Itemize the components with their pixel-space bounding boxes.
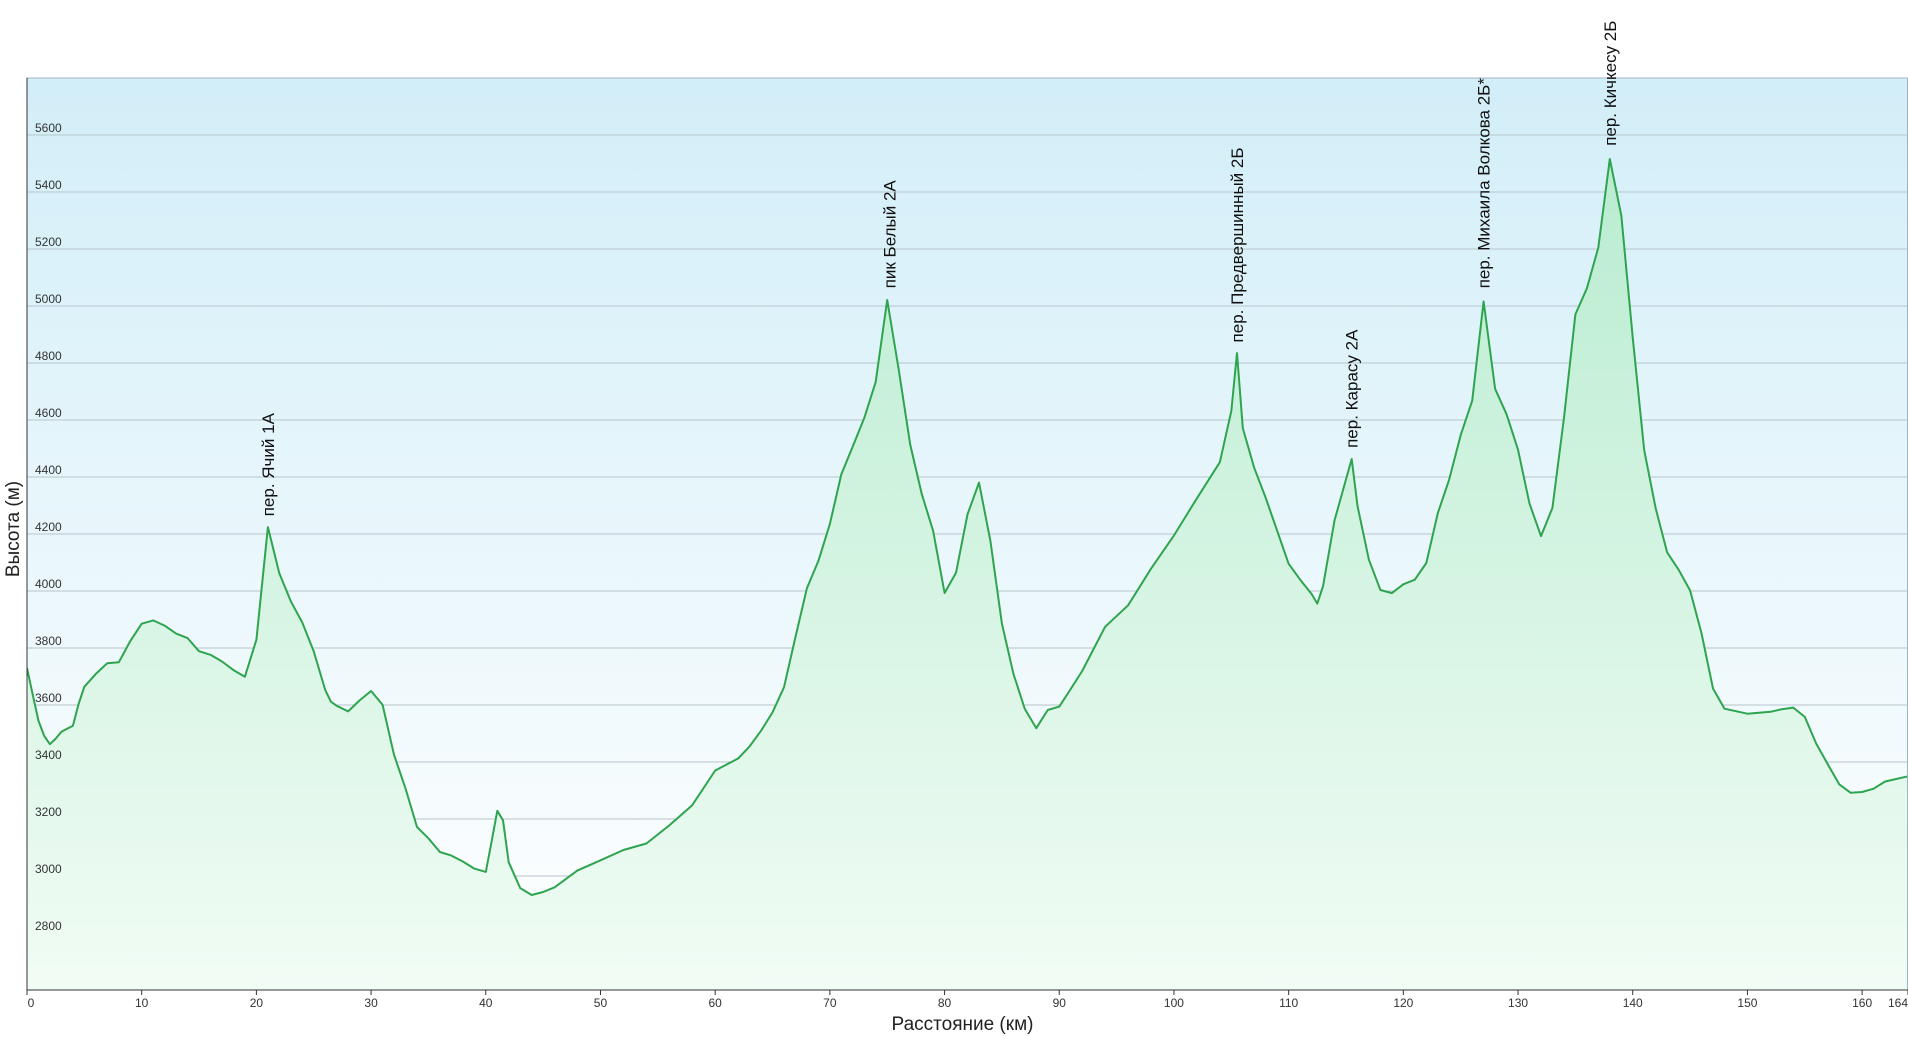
y-tick-label: 4200 bbox=[35, 520, 62, 534]
x-tick-label: 130 bbox=[1508, 996, 1528, 1010]
y-tick-labels: 2800 3000 3200 3400 3600 3800 4000 4200 4400 4600… bbox=[35, 121, 62, 933]
peak-label: пик Белый 2А bbox=[881, 180, 900, 289]
y-tick-label: 3400 bbox=[35, 748, 62, 762]
x-tick-label: 110 bbox=[1279, 996, 1298, 1010]
elevation-line bbox=[27, 158, 1908, 896]
x-tick-label: 164 bbox=[1888, 996, 1908, 1010]
x-tick-label: 30 bbox=[364, 996, 378, 1010]
y-tick-label: 4000 bbox=[35, 577, 62, 591]
x-tick-label: 20 bbox=[250, 996, 264, 1010]
x-tick-label: 80 bbox=[938, 996, 952, 1010]
x-tick-label: 90 bbox=[1053, 996, 1067, 1010]
x-tick-label: 70 bbox=[823, 996, 837, 1010]
peak-label: пер. Карасу 2А bbox=[1343, 329, 1362, 448]
y-tick-label: 5000 bbox=[35, 292, 62, 306]
x-axis-title: Расстояние (км) bbox=[892, 1014, 1034, 1035]
elevation-area bbox=[27, 159, 1908, 990]
y-tick-label: 5200 bbox=[35, 235, 62, 249]
y-tick-label: 4800 bbox=[35, 349, 62, 363]
x-tick-label: 140 bbox=[1623, 996, 1643, 1010]
y-tick-label: 5400 bbox=[35, 178, 62, 192]
x-tick-label: 150 bbox=[1737, 996, 1757, 1010]
y-tick-label: 3200 bbox=[35, 805, 62, 819]
peak-label: пер. Кичкесу 2Б bbox=[1601, 21, 1620, 146]
y-tick-label: 2800 bbox=[35, 919, 62, 933]
x-tick-label: 120 bbox=[1393, 996, 1413, 1010]
y-tick-label: 4600 bbox=[35, 406, 62, 420]
x-tick-label: 10 bbox=[135, 996, 149, 1010]
x-tick-label: 40 bbox=[479, 996, 493, 1010]
peak-label: пер. Михаила Волкова 2Б* bbox=[1475, 78, 1494, 289]
y-tick-label: 3600 bbox=[35, 691, 62, 705]
y-tick-label: 4400 bbox=[35, 463, 62, 477]
y-tick-label: 5600 bbox=[35, 121, 62, 135]
peak-annotations: пер. Ячий 1А пик Белый 2А пер. Предвершинн… bbox=[259, 21, 1620, 517]
x-tick-label: 60 bbox=[708, 996, 722, 1010]
x-tick-label: 160 bbox=[1852, 996, 1872, 1010]
x-tick-labels: 0 10 20 30 40 50 60 70 80 90 100 110 120 130 140 150 160… bbox=[26, 990, 1908, 1010]
y-tick-label: 3800 bbox=[35, 634, 62, 648]
peak-label: пер. Предвершинный 2Б bbox=[1228, 147, 1247, 342]
y-axis-title: Высота (м) bbox=[3, 481, 24, 577]
y-tick-label: 3000 bbox=[35, 862, 62, 876]
x-tick-label: 50 bbox=[594, 996, 608, 1010]
x-tick-label: 0 bbox=[28, 996, 35, 1010]
peak-label: пер. Ячий 1А bbox=[259, 412, 278, 516]
x-tick-label: 100 bbox=[1164, 996, 1184, 1010]
